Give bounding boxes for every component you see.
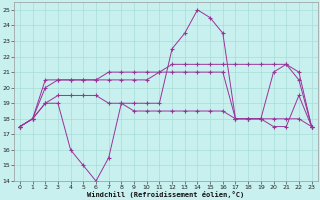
- X-axis label: Windchill (Refroidissement éolien,°C): Windchill (Refroidissement éolien,°C): [87, 191, 244, 198]
